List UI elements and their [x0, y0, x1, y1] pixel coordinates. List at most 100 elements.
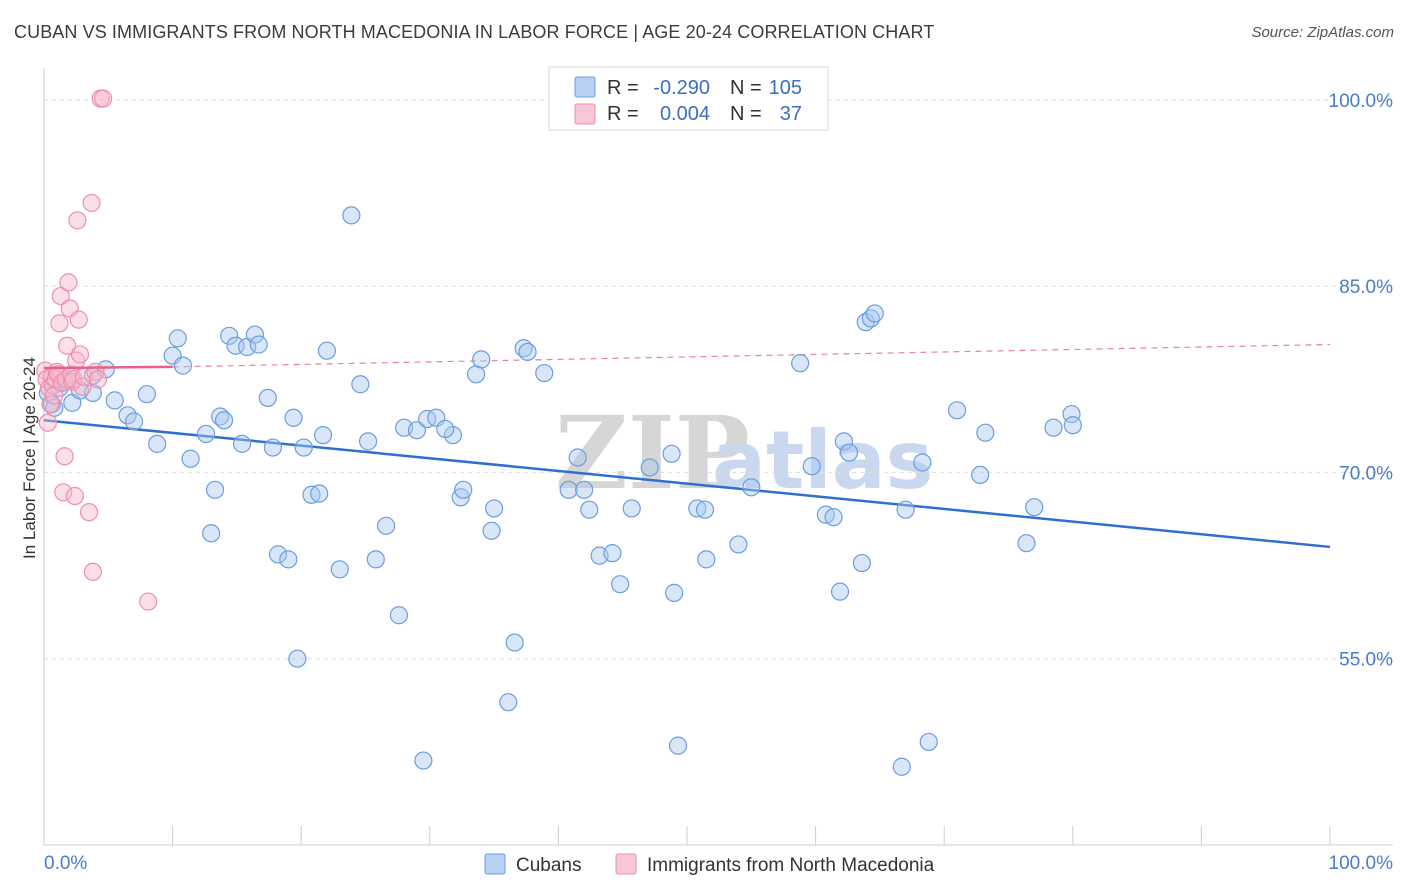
series-legend: Cubans Immigrants from North Macedonia	[484, 853, 935, 876]
cubans-point-89	[839, 443, 859, 462]
y-axis-label: In Labor Force | Age 20-24	[20, 357, 39, 559]
macedonia-point-32	[83, 562, 102, 581]
cubans-point-13	[137, 385, 156, 404]
y-tick-label-2: 70.0%	[1339, 463, 1393, 484]
cubans-point-59	[482, 521, 501, 540]
bottom-legend-macedonia: Immigrants from North Macedonia	[647, 855, 935, 876]
macedonia-point-26	[69, 310, 88, 329]
y-tick-label-1: 85.0%	[1339, 277, 1393, 298]
cubans-point-16	[168, 329, 187, 348]
macedonia-point-34	[88, 370, 108, 389]
cubans-point-33	[279, 550, 298, 569]
cubans-point-54	[436, 419, 455, 439]
cubans-point-17	[173, 356, 192, 375]
cubans-point-37	[302, 485, 321, 504]
cubans-point-100	[976, 423, 995, 442]
cubans-point-34	[284, 408, 303, 427]
gridlines	[44, 99, 1393, 660]
cubans-point-12	[124, 412, 144, 431]
cubans-point-39	[313, 426, 333, 445]
cubans-point-94	[892, 757, 911, 776]
cubans-point-84	[802, 457, 821, 476]
cubans-point-38	[310, 484, 329, 503]
macedonia-point-17	[58, 336, 77, 355]
cubans-point-56	[454, 480, 473, 499]
watermark-atlas: atlas	[712, 414, 933, 507]
cubans-point-80	[697, 550, 716, 569]
macedonia-point-15	[55, 447, 74, 466]
cubans-point-81	[729, 535, 748, 554]
macedonia-point-2	[38, 413, 57, 432]
legend-swatch-pink	[574, 103, 596, 125]
trend-line-macedonia-solid	[43, 365, 173, 370]
cubans-point-36	[294, 438, 313, 457]
cubans-point-103	[1044, 418, 1063, 437]
cubans-point-78	[688, 499, 707, 518]
cubans-point-96	[913, 453, 932, 472]
cubans-point-79	[695, 500, 715, 519]
cubans-point-76	[665, 583, 684, 602]
cubans-point-68	[575, 480, 594, 499]
series-cubans	[38, 206, 1082, 776]
y-tick-labels: 100.0% 85.0% 70.0% 55.0%	[1329, 91, 1394, 671]
cubans-point-18	[181, 449, 200, 468]
cubans-point-30	[258, 388, 277, 408]
cubans-point-88	[834, 432, 853, 451]
cubans-point-55	[451, 488, 470, 507]
cubans-point-58	[472, 350, 491, 369]
cubans-point-31	[263, 438, 283, 457]
cubans-point-21	[205, 480, 225, 499]
legend-r-value-2: 0.004	[660, 103, 710, 125]
trend-lines	[43, 343, 1331, 549]
macedonia-point-4	[41, 395, 60, 414]
cubans-point-67	[568, 448, 587, 467]
cubans-point-87	[830, 582, 850, 601]
macedonia-point-36	[94, 89, 113, 108]
bottom-legend-swatch-macedonia	[615, 853, 637, 875]
cubans-point-35	[288, 649, 307, 668]
macedonia-point-31	[82, 193, 101, 213]
x-tick-left: 0.0%	[44, 853, 87, 874]
cubans-point-75	[662, 444, 681, 463]
cubans-point-93	[865, 304, 884, 323]
cubans-point-62	[505, 633, 524, 652]
cubans-point-65	[535, 363, 554, 383]
cubans-point-49	[407, 421, 427, 440]
macedonia-point-12	[51, 286, 70, 306]
cubans-point-14	[148, 434, 167, 453]
legend-n-label-1: N =	[730, 77, 762, 99]
cubans-point-10	[105, 391, 124, 410]
axes	[43, 68, 1393, 846]
cubans-point-43	[351, 375, 370, 394]
cubans-point-20	[202, 524, 221, 543]
cubans-point-69	[580, 500, 599, 519]
cubans-point-60	[485, 499, 504, 518]
cubans-point-86	[824, 508, 843, 527]
stats-legend: R = -0.290 N = 105 R = 0.004 N = 37	[548, 66, 829, 131]
cubans-point-71	[603, 544, 622, 563]
cubans-point-26	[232, 434, 252, 453]
cubans-point-45	[366, 550, 385, 569]
macedonia-point-18	[59, 273, 78, 292]
cubans-point-29	[249, 335, 268, 354]
cubans-point-97	[919, 732, 938, 752]
cubans-point-28	[245, 325, 265, 344]
macedonia-point-37	[139, 592, 158, 611]
cubans-point-40	[317, 341, 337, 360]
macedonia-point-27	[70, 345, 90, 364]
cubans-point-44	[358, 432, 378, 451]
series-north-macedonia	[36, 89, 173, 611]
macedonia-point-14	[54, 483, 73, 502]
cubans-point-74	[640, 458, 659, 477]
legend-r-label-2: R =	[607, 103, 639, 125]
legend-n-label-2: N =	[730, 103, 762, 125]
cubans-point-46	[376, 516, 396, 535]
cubans-point-25	[226, 336, 245, 355]
cubans-point-42	[342, 206, 361, 225]
cubans-point-66	[559, 480, 578, 499]
cubans-point-50	[414, 751, 433, 770]
y-tick-label-0: 100.0%	[1329, 91, 1394, 112]
cubans-point-23	[214, 411, 234, 430]
cubans-point-47	[389, 606, 409, 625]
